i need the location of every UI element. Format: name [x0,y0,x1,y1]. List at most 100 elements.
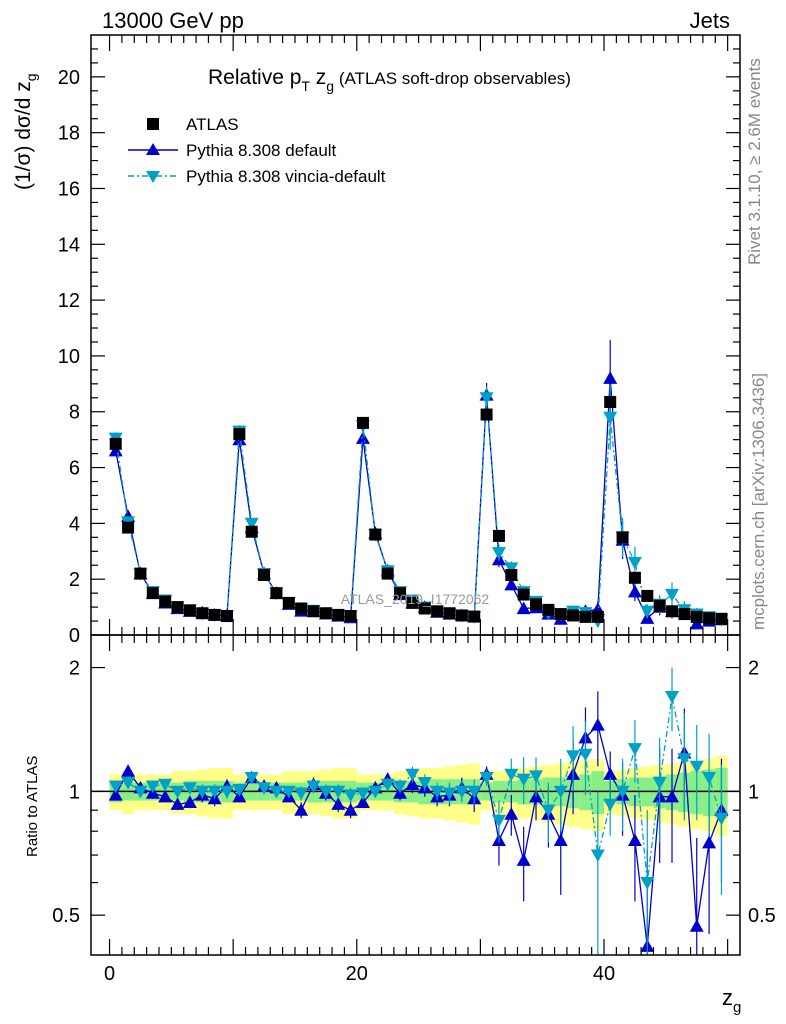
ratio-data-point [640,876,655,890]
main-data-point-atlas [134,567,147,580]
main-data-point-atlas [690,610,703,623]
ratio-data-point [380,778,395,792]
main-data-point-atlas [567,609,580,622]
legend-label-default: Pythia 8.308 default [186,141,337,160]
x-tick-label: 20 [346,963,368,985]
main-data-point [603,371,618,384]
ratio-y-tick-label-left: 0.5 [52,905,80,927]
ratio-data-point [121,764,136,777]
ratio-data-point [232,783,247,797]
main-y-tick-label: 6 [69,458,80,480]
main-y-tick-label: 16 [58,178,80,200]
ratio-data-point [702,835,717,849]
ratio-data-point [467,785,482,799]
main-data-point-atlas [307,605,320,618]
ratio-data-point [269,785,284,799]
main-data-point-atlas [678,608,691,621]
ratio-data-point [417,777,432,790]
ratio-data-point [108,780,123,794]
legend-marker-vincia [146,171,160,183]
ratio-data-point [603,767,618,780]
ratio-data-point [689,760,704,774]
main-data-point [516,601,531,615]
ratio-data-point [665,690,680,704]
ratio-data-point [665,789,680,803]
ratio-y-axis-label: Ratio to ATLAS [24,756,41,857]
main-data-point [665,588,680,602]
main-y-tick-label: 4 [69,513,80,535]
main-data-point-atlas [171,601,184,614]
main-data-point-atlas [418,602,431,615]
ratio-data-point [590,849,605,863]
main-data-point-atlas [554,608,567,621]
main-data-point-atlas [369,528,382,541]
x-axis-label: zg [722,985,741,1016]
main-data-point-atlas [258,569,271,581]
ratio-data-point [182,795,197,809]
ratio-data-point [306,780,321,794]
ratio-data-point [331,797,346,810]
ratio-data-point [405,777,420,790]
main-data-point [640,605,655,619]
main-data-point [627,584,642,598]
legend: ATLAS Pythia 8.308 default Pythia 8.308 … [128,115,386,186]
ratio-data-point [294,803,309,816]
main-data-point-atlas [530,598,543,611]
ratio-y-tick-label-right: 2 [748,658,759,680]
main-data-point-atlas [579,610,592,623]
ratio-plot-frame [90,634,741,956]
main-data-point-atlas [319,607,332,620]
legend-label-atlas: ATLAS [186,115,239,134]
main-data-point [689,616,704,630]
ratio-data-point [355,795,370,809]
ratio-data-point [479,772,494,785]
ratio-data-point [405,768,420,782]
ratio-data-point [677,753,692,766]
legend-marker-default [146,143,160,155]
x-tick-label: 0 [104,963,115,985]
ratio-data-point [553,785,568,799]
main-data-point-atlas [604,395,617,408]
legend-marker-atlas [147,118,159,130]
main-data-point-atlas [233,428,246,441]
main-data-point [504,577,519,591]
process-label: Jets [690,8,730,33]
main-data-point-atlas [282,596,295,609]
main-data-point-atlas [146,587,159,600]
main-data-point-atlas [505,569,518,581]
main-data-point-atlas [715,612,728,625]
ratio-data-point [195,785,210,799]
main-data-point-atlas [455,609,468,622]
main-data-point-atlas [591,610,604,623]
mcplots-label: mcplots.cern.ch [arXiv:1306.3436] [749,373,768,630]
main-data-point-atlas [381,567,394,580]
ratio-data-point [182,782,197,795]
chart-title: Relative pT zg (ATLAS soft-drop observab… [208,66,571,94]
ratio-data-point [158,789,173,803]
main-data-point-atlas [270,587,283,600]
main-y-tick-label: 8 [69,402,80,424]
ratio-data-point [244,772,259,785]
ratio-data-point [442,787,457,801]
ratio-data-point [368,785,383,799]
main-data-point-atlas [468,610,481,623]
main-data-point-atlas [208,608,221,621]
main-data-point-atlas [443,607,456,620]
ratio-data-point [219,785,234,799]
x-tick-label: 40 [593,963,615,985]
ratio-data-point [331,785,346,799]
ratio-data-point [121,777,136,790]
main-data-point-atlas [295,602,308,615]
ratio-data-point [343,803,358,816]
ratio-bands [91,755,740,836]
main-y-tick-label: 12 [58,290,80,312]
main-series-line [115,397,722,623]
main-data-point-atlas [628,571,641,584]
main-y-tick-label: 20 [58,67,80,89]
main-data-point-atlas [344,610,357,623]
main-data-point [504,562,519,576]
ratio-data-point [590,717,605,731]
ratio-data-point [281,785,296,799]
